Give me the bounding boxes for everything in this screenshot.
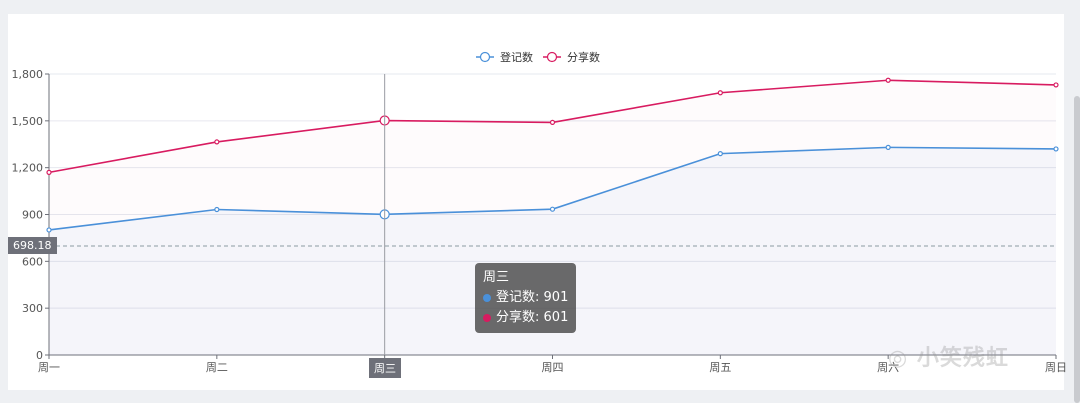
series-1-point — [1053, 146, 1059, 152]
tooltip-name-2: 分享数 — [496, 310, 536, 325]
y-tick-label: 1,200 — [12, 162, 44, 175]
y-tick-label: 900 — [22, 209, 43, 222]
series-1-point — [549, 206, 556, 212]
y-tick-label: 1,500 — [12, 115, 44, 128]
series-1-point — [214, 206, 220, 213]
x-tick-label: 周五 — [709, 361, 731, 374]
tooltip-row-2: 分享数: 601 — [483, 308, 568, 328]
series-2-point — [717, 90, 723, 96]
series-2-point — [46, 169, 52, 175]
tooltip: 周三 登记数: 901 分享数: 601 — [475, 263, 577, 333]
watermark: ◎ 小笑残虹 — [888, 346, 1009, 371]
y-tick-label: 0 — [36, 349, 43, 362]
series-2-point — [1053, 82, 1059, 88]
series-1-point — [46, 227, 52, 233]
series-area-1 — [49, 147, 1056, 355]
legend-marker-1 — [479, 51, 491, 63]
series-1-point — [885, 144, 891, 150]
scrollbar[interactable] — [1074, 96, 1080, 403]
tooltip-name-1: 登记数 — [496, 290, 536, 305]
tooltip-value-1: 901 — [543, 290, 569, 305]
crosshair-x-label: 周三 — [369, 358, 401, 378]
tooltip-title: 周三 — [483, 270, 510, 285]
y-tick-label: 300 — [22, 302, 43, 315]
crosshair — [49, 74, 1056, 355]
tooltip-row-1: 登记数: 901 — [483, 288, 568, 308]
y-tick-label: 1,800 — [12, 68, 44, 81]
x-tick-label: 周日 — [1045, 361, 1067, 374]
series-1-point — [717, 151, 723, 157]
tooltip-value-2: 601 — [543, 310, 569, 325]
series-2-point — [549, 119, 556, 125]
area-fills — [49, 147, 1056, 355]
legend-marker-2 — [546, 51, 558, 63]
legend: 登记数 分享数 — [476, 50, 600, 64]
series-2-point — [885, 77, 891, 83]
legend-label-1: 登记数 — [500, 50, 533, 64]
watermark-text: 小笑残虹 — [916, 346, 1009, 371]
legend-label-2: 分享数 — [567, 50, 600, 64]
tooltip-dot-1 — [483, 294, 491, 302]
x-tick-label: 周一 — [38, 361, 60, 374]
y-tick-label: 600 — [22, 255, 43, 268]
x-tick-label: 周四 — [542, 361, 564, 374]
tooltip-dot-2 — [483, 314, 491, 322]
x-tick-label: 周二 — [206, 361, 228, 374]
x-tick-label: 周六 — [877, 361, 899, 374]
series-2-point — [214, 139, 220, 145]
crosshair-y-label: 698.18 — [8, 237, 57, 254]
axes: 0 300 600 900 1,200 1,500 1,800 周一 周二 周四 周五 周六 周日 — [12, 68, 1068, 374]
series-points — [46, 77, 1059, 233]
